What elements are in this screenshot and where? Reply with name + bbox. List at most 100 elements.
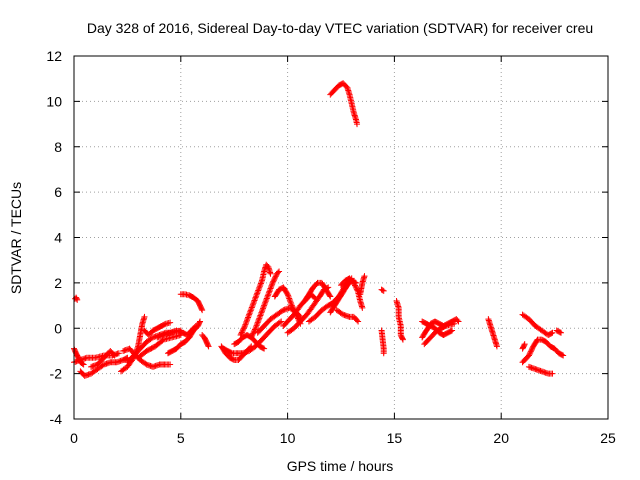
- data-marker: [264, 294, 271, 301]
- x-axis-title: GPS time / hours: [287, 458, 394, 474]
- series-seg39: [519, 336, 567, 366]
- data-marker: [268, 282, 275, 289]
- data-marker: [266, 286, 273, 293]
- data-point: [80, 361, 87, 368]
- data-marker: [353, 285, 360, 292]
- data-point: [288, 302, 295, 309]
- data-marker: [239, 328, 246, 335]
- data-marker: [249, 331, 256, 338]
- data-point: [278, 318, 285, 325]
- series-seg01: [72, 294, 81, 303]
- series-seg38: [519, 311, 556, 339]
- data-marker: [287, 298, 294, 305]
- data-marker: [73, 295, 80, 302]
- data-marker: [270, 277, 277, 284]
- data-point: [252, 325, 259, 332]
- series-seg13: [177, 291, 206, 314]
- data-marker: [198, 305, 205, 312]
- data-point: [197, 318, 204, 325]
- data-point: [359, 304, 366, 311]
- data-marker: [255, 316, 262, 323]
- x-tick-label: 10: [280, 430, 296, 446]
- data-marker: [249, 303, 256, 310]
- x-tick-label: 20: [493, 430, 509, 446]
- data-marker: [270, 278, 277, 285]
- y-tick-label: -4: [50, 411, 63, 427]
- data-point: [248, 334, 255, 341]
- x-tick-label: 0: [70, 430, 78, 446]
- data-marker: [241, 324, 248, 331]
- data-marker: [196, 319, 203, 326]
- series-seg07: [120, 345, 174, 370]
- y-tick-label: 10: [46, 93, 62, 109]
- data-point: [256, 313, 263, 320]
- data-marker: [279, 308, 286, 315]
- y-axis-title: SDTVAR / TECUs: [8, 182, 24, 294]
- data-marker: [251, 326, 258, 333]
- data-marker: [260, 303, 267, 310]
- data-point: [267, 270, 274, 277]
- data-marker: [272, 273, 279, 280]
- x-tick-label: 15: [387, 430, 403, 446]
- data-marker: [244, 317, 251, 324]
- data-marker: [254, 290, 261, 297]
- data-marker: [255, 318, 262, 325]
- data-point: [361, 273, 368, 280]
- y-tick-label: 12: [46, 48, 62, 64]
- data-marker: [205, 342, 212, 349]
- data-point: [549, 329, 556, 336]
- data-marker: [521, 342, 528, 349]
- series-seg03: [77, 354, 131, 379]
- data-marker: [247, 308, 254, 315]
- data-point: [521, 341, 528, 348]
- data-marker: [260, 345, 267, 352]
- data-marker: [256, 284, 263, 291]
- data-point: [167, 361, 174, 368]
- data-marker: [274, 269, 281, 276]
- data-marker: [257, 281, 264, 288]
- data-marker: [258, 309, 265, 316]
- series-seg23: [284, 284, 332, 336]
- data-point: [74, 296, 81, 303]
- data-marker: [379, 287, 386, 294]
- data-marker: [265, 289, 272, 296]
- series-seg32: [378, 327, 387, 357]
- data-marker: [454, 317, 461, 324]
- data-point: [451, 320, 458, 327]
- data-point: [399, 336, 406, 343]
- data-point: [199, 307, 206, 314]
- data-point: [261, 345, 268, 352]
- data-marker: [256, 283, 263, 290]
- data-point: [493, 343, 500, 350]
- data-marker: [259, 306, 266, 313]
- axis-ticks: 0 5 10 15 20 25 -4 -2 0 2 4 6 8 10 12: [46, 48, 616, 446]
- data-marker: [354, 287, 361, 294]
- data-point: [549, 370, 556, 377]
- series-seg02: [71, 345, 87, 368]
- chart-title: Day 328 of 2016, Sidereal Day-to-day VTE…: [87, 20, 593, 36]
- data-marker: [257, 312, 264, 319]
- series-seg05: [88, 347, 118, 370]
- data-marker: [294, 314, 301, 321]
- y-tick-label: -2: [50, 366, 63, 382]
- data-marker: [258, 279, 265, 286]
- data-point: [327, 293, 334, 300]
- data-marker: [326, 292, 333, 299]
- data-marker: [262, 298, 269, 305]
- data-marker: [248, 333, 255, 340]
- data-marker: [263, 295, 270, 302]
- data-marker: [556, 329, 563, 336]
- data-point: [254, 288, 261, 295]
- data-marker: [353, 286, 360, 293]
- series-seg29: [357, 273, 368, 298]
- data-marker: [240, 326, 247, 333]
- data-marker: [257, 311, 264, 318]
- data-marker: [271, 275, 278, 282]
- data-marker: [527, 349, 534, 356]
- data-point: [560, 352, 567, 359]
- series-seg16: [220, 318, 285, 357]
- y-tick-label: 2: [54, 275, 62, 291]
- series-seg31: [378, 286, 387, 294]
- data-point: [350, 279, 357, 286]
- series-seg40: [525, 363, 556, 377]
